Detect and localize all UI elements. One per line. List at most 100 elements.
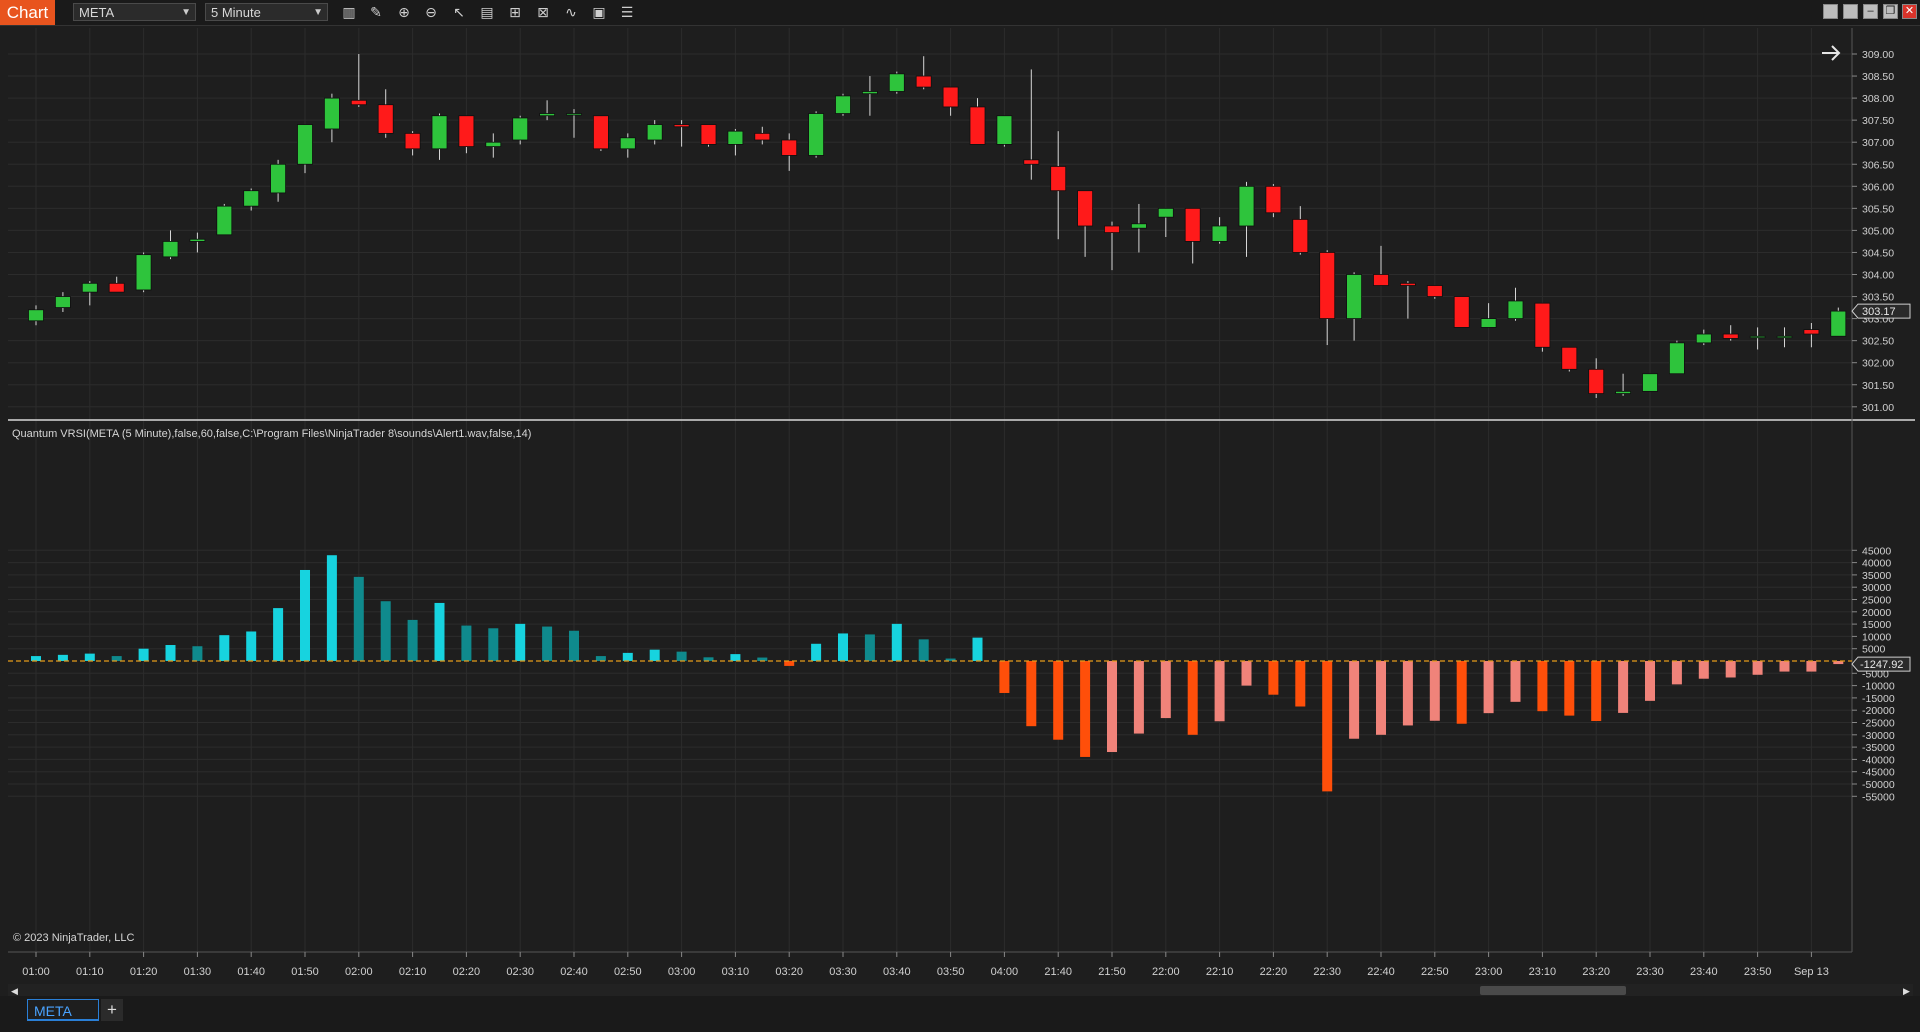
candle-body-up: [646, 124, 663, 141]
window-link-button[interactable]: [1843, 4, 1858, 19]
vrsi-tick-label: -30000: [1862, 730, 1895, 742]
vrsi-axis[interactable]: 4500040000350003000025000200001500010000…: [1852, 545, 1895, 803]
vrsi-bar: [31, 656, 41, 661]
vrsi-tick-label: 10000: [1862, 631, 1891, 643]
candle: [1480, 303, 1497, 328]
properties-icon[interactable]: ⊞: [509, 4, 521, 20]
data-box-icon[interactable]: ▤: [480, 4, 494, 20]
candle: [1238, 181, 1255, 257]
vrsi-tick-label: 35000: [1862, 570, 1891, 582]
vrsi-bar: [138, 648, 149, 661]
time-tick-label: 23:00: [1475, 966, 1503, 978]
vrsi-bar: [1671, 661, 1682, 685]
vrsi-bar: [757, 657, 768, 661]
minimize-button[interactable]: –: [1863, 4, 1878, 19]
candle: [512, 115, 529, 145]
vrsi-bar: [811, 643, 822, 661]
candle: [808, 111, 824, 158]
time-axis[interactable]: 01:00 01:10 01:20 01:30 01:40 01:50 02:00 02:10…: [22, 952, 1829, 978]
add-tab-button[interactable]: +: [101, 999, 123, 1021]
more-options-icon[interactable]: ☰: [620, 4, 634, 20]
vrsi-bar: [1241, 661, 1252, 686]
time-tick-label: 02:00: [345, 966, 373, 978]
vrsi-bar: [461, 625, 472, 661]
tab-meta[interactable]: META: [27, 999, 99, 1021]
vrsi-tick-label: -50000: [1862, 779, 1895, 791]
candle-body-up: [1776, 335, 1793, 339]
drawing-tools-icon[interactable]: ✎: [370, 4, 382, 20]
time-tick-label: 23:50: [1744, 966, 1772, 978]
time-tick-label: 22:10: [1206, 966, 1234, 978]
vrsi-tick-label: -40000: [1862, 754, 1895, 766]
indicators-icon[interactable]: ∿: [565, 4, 577, 20]
candle-body-up: [539, 113, 555, 117]
time-tick-label: 03:00: [668, 966, 696, 978]
time-tick-label: 22:00: [1152, 966, 1180, 978]
candle-body-down: [1373, 274, 1389, 286]
candle-body-up: [1238, 185, 1255, 227]
candle-body-up: [1507, 300, 1524, 319]
chevron-down-icon: ▼: [313, 7, 323, 18]
vrsi-bar: [1752, 661, 1763, 675]
time-tick-label: 23:20: [1582, 966, 1610, 978]
strategies-icon[interactable]: ⊠: [537, 4, 549, 20]
scrollbar-thumb[interactable]: [1480, 986, 1626, 995]
vrsi-bar: [219, 635, 230, 661]
vrsi-tick-label: -20000: [1862, 705, 1895, 717]
vrsi-bar: [273, 608, 284, 661]
candle: [942, 86, 959, 116]
candle-body-up: [189, 238, 206, 242]
scroll-right-end-arrow-icon[interactable]: ▶: [1903, 986, 1910, 996]
chevron-down-icon: ▼: [181, 7, 191, 18]
vrsi-bar: [1429, 661, 1440, 721]
chart-canvas[interactable]: 309.00 308.50 308.00 307.50 307.00 306.50 306.…: [0, 0, 1920, 1000]
zoom-in-icon[interactable]: ⊕: [398, 4, 410, 20]
candle-body-down: [404, 132, 421, 150]
candle: [1722, 325, 1739, 341]
candle-body-up: [485, 141, 502, 148]
vrsi-tick-label: -10000: [1862, 681, 1895, 693]
candle-body-up: [1211, 225, 1228, 242]
scroll-left-arrow-icon[interactable]: ◀: [11, 986, 18, 996]
zoom-out-icon[interactable]: ⊖: [425, 4, 437, 20]
vrsi-bar: [380, 601, 391, 661]
candle: [350, 54, 367, 107]
vrsi-tick-label: 5000: [1862, 644, 1886, 656]
candle: [1776, 327, 1793, 348]
window-tile-button[interactable]: [1823, 4, 1838, 19]
scroll-right-arrow-icon[interactable]: [1822, 45, 1841, 61]
restore-button[interactable]: ❐: [1883, 4, 1898, 19]
vrsi-bar: [1645, 661, 1655, 701]
price-tick-label: 305.00: [1862, 225, 1894, 237]
vrsi-bar: [1133, 661, 1144, 734]
vrsi-bar: [1026, 661, 1037, 727]
vrsi-tick-label: 20000: [1862, 607, 1891, 619]
candle-body-down: [781, 139, 798, 156]
candle-body-down: [1023, 159, 1040, 165]
close-button[interactable]: ✕: [1902, 4, 1917, 19]
vrsi-tick-label: 25000: [1862, 595, 1891, 607]
candle: [1695, 329, 1712, 346]
time-tick-label: 01:50: [291, 966, 319, 978]
time-tick-label: 01:40: [237, 966, 265, 978]
vrsi-bar: [1349, 661, 1360, 739]
interval-selector[interactable]: 5 Minute ▼: [205, 3, 328, 21]
vrsi-bar: [891, 623, 902, 661]
bar-type-icon[interactable]: ▥: [342, 4, 356, 20]
candle: [1749, 327, 1766, 350]
candle: [1184, 207, 1201, 264]
vrsi-bar: [972, 637, 983, 661]
candle-body-down: [942, 86, 959, 108]
price-axis[interactable]: 309.00 308.50 308.00 307.50 307.00 306.50 306.…: [1852, 49, 1894, 414]
horizontal-scrollbar[interactable]: ◀ ▶: [8, 984, 1913, 996]
vrsi-value-marker: -1247.92: [1851, 656, 1911, 672]
pointer-icon[interactable]: ↖: [453, 4, 465, 20]
candle-body-down: [969, 106, 986, 145]
price-tick-label: 303.50: [1862, 292, 1894, 304]
templates-icon[interactable]: ▣: [592, 4, 606, 20]
last-price-marker: 303.17: [1851, 303, 1911, 319]
instrument-selector[interactable]: META ▼: [73, 3, 196, 21]
candle: [108, 276, 125, 293]
vrsi-bar: [111, 656, 122, 661]
candle: [28, 305, 44, 326]
